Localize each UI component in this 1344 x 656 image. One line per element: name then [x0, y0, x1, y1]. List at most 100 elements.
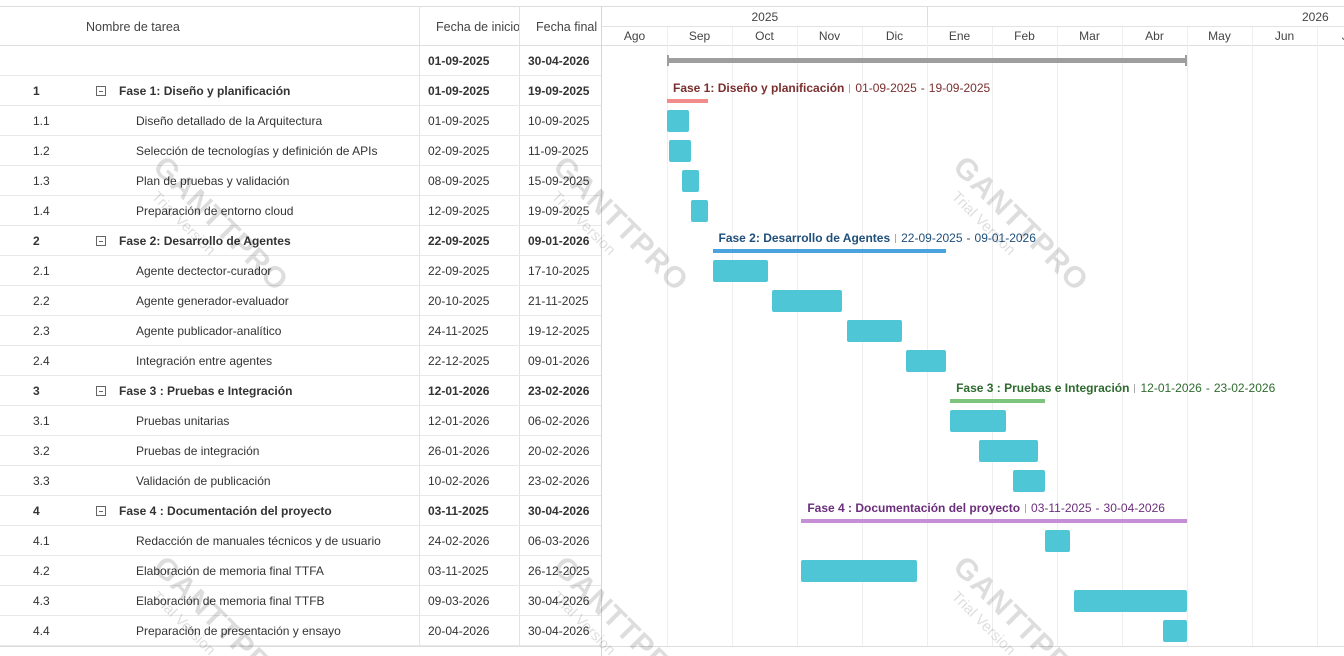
task-bar[interactable]: [1163, 620, 1187, 642]
watermark-brand: GANTTPRO: [946, 150, 1095, 299]
phase-label-end: 09-01-2026: [974, 231, 1036, 245]
month-label: Jul: [1317, 29, 1344, 43]
phase-label-name: Fase 1: Diseño y planificación: [673, 81, 845, 95]
collapse-minus: [99, 241, 103, 242]
bottom-line: [0, 646, 1344, 647]
task-bar[interactable]: [712, 260, 768, 282]
task-id: 1.2: [33, 144, 50, 158]
task-id: 2.3: [33, 324, 50, 338]
start-date: 01-09-2025: [428, 114, 490, 128]
month-label: Ago: [623, 29, 646, 43]
end-date: 30-04-2026: [528, 594, 590, 608]
task-bar[interactable]: [667, 110, 689, 132]
end-date: 30-04-2026: [528, 504, 590, 518]
phase-id: 3: [33, 384, 40, 398]
phase-label: Fase 4 : Documentación del proyecto 03-11…: [807, 501, 1165, 515]
task-id: 3.1: [33, 414, 50, 428]
task-bar[interactable]: [979, 440, 1039, 462]
project-cap: [667, 55, 669, 66]
header-line: [602, 26, 1344, 27]
end-date: 19-09-2025: [528, 204, 590, 218]
start-date: 24-11-2025: [428, 324, 489, 338]
pane-divider: [601, 6, 602, 656]
task-bar[interactable]: [801, 560, 917, 582]
phase-bar: [950, 399, 1046, 403]
top-border: [0, 6, 1344, 7]
row-line: [0, 555, 601, 556]
task-id: 3.2: [33, 444, 50, 458]
row-line: [0, 525, 601, 526]
phase-label: Fase 1: Diseño y planificación 01-09-2025…: [673, 81, 990, 95]
month-grid-line: [797, 27, 798, 646]
end-date: 19-09-2025: [528, 84, 590, 98]
row-line: [0, 435, 601, 436]
start-date: 03-11-2025: [428, 564, 489, 578]
month-label: Feb: [1014, 29, 1035, 43]
collapse-icon[interactable]: [96, 386, 106, 396]
start-date: 09-03-2026: [428, 594, 490, 608]
month-grid-line: [667, 27, 668, 646]
range-separator: -: [1095, 501, 1100, 515]
task-id: 1.4: [33, 204, 50, 218]
task-name: Elaboración de memoria final TTFB: [136, 594, 325, 608]
task-name: Integración entre agentes: [136, 354, 273, 368]
end-date: 06-03-2026: [528, 534, 590, 548]
phase-label: Fase 2: Desarrollo de Agentes 22-09-2025-…: [719, 231, 1036, 245]
watermark-note: Trial Version: [948, 188, 1019, 259]
month-label: Sep: [688, 29, 711, 43]
start-date: 12-01-2026: [428, 414, 490, 428]
start-date: 22-12-2025: [428, 354, 490, 368]
month-label: Dic: [885, 29, 904, 43]
task-id: 1.1: [33, 114, 50, 128]
end-date: 11-09-2025: [528, 144, 589, 158]
task-bar[interactable]: [846, 320, 902, 342]
row-line: [0, 405, 601, 406]
collapse-icon[interactable]: [96, 506, 106, 516]
phase-name: Fase 2: Desarrollo de Agentes: [119, 234, 291, 248]
phase-name: Fase 1: Diseño y planificación: [119, 84, 291, 98]
task-id: 4.2: [33, 564, 50, 578]
task-bar[interactable]: [1045, 530, 1070, 552]
task-bar[interactable]: [1012, 470, 1046, 492]
collapse-icon[interactable]: [96, 236, 106, 246]
task-name: Plan de pruebas y validación: [136, 174, 290, 188]
start-date: 26-01-2026: [428, 444, 490, 458]
task-bar[interactable]: [906, 350, 946, 372]
collapse-minus: [99, 91, 103, 92]
end-date: 15-09-2025: [528, 174, 590, 188]
task-bar[interactable]: [950, 410, 1006, 432]
task-name: Agente publicador-analítico: [136, 324, 282, 338]
row-line: [0, 75, 601, 76]
end-date: 17-10-2025: [528, 264, 590, 278]
project-cap: [1185, 55, 1187, 66]
month-grid-line: [1122, 27, 1123, 646]
phase-label-start: 01-09-2025: [855, 81, 917, 95]
row-line: [0, 195, 601, 196]
task-name: Validación de publicación: [136, 474, 271, 488]
task-bar[interactable]: [682, 170, 700, 192]
task-bar[interactable]: [690, 200, 709, 222]
phase-bar: [801, 519, 1187, 523]
collapse-icon[interactable]: [96, 86, 106, 96]
start-date: 01-09-2025: [428, 54, 490, 68]
task-bar[interactable]: [771, 290, 843, 312]
start-date: 12-01-2026: [428, 384, 490, 398]
task-id: 1.3: [33, 174, 50, 188]
task-bar[interactable]: [1073, 590, 1187, 612]
task-id: 3.3: [33, 474, 50, 488]
task-name: Preparación de presentación y ensayo: [136, 624, 341, 638]
label-divider: [1134, 384, 1136, 394]
end-date: 30-04-2026: [528, 624, 590, 638]
phase-id: 1: [33, 84, 40, 98]
task-id: 4.1: [33, 534, 50, 548]
task-bar[interactable]: [669, 140, 691, 162]
row-line: [0, 465, 601, 466]
end-date: 19-12-2025: [528, 324, 590, 338]
header-line: [0, 45, 601, 46]
row-line: [0, 615, 601, 616]
phase-label-name: Fase 4 : Documentación del proyecto: [807, 501, 1021, 515]
month-grid-line: [992, 27, 993, 646]
start-date: 12-09-2025: [428, 204, 490, 218]
month-label: Ene: [948, 29, 971, 43]
row-line: [0, 315, 601, 316]
